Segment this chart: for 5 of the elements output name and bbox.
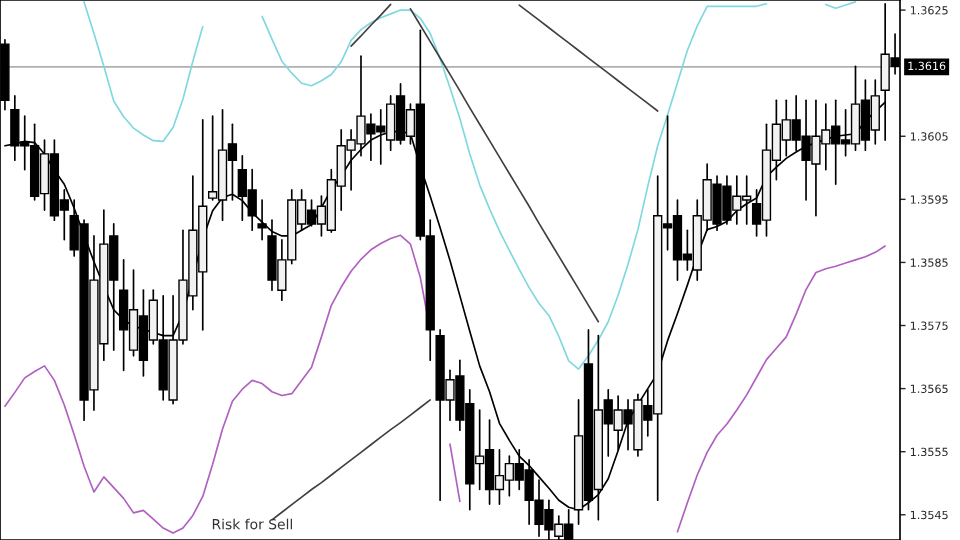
line-series bbox=[409, 7, 600, 323]
line-series bbox=[271, 399, 432, 521]
candlestick bbox=[257, 199, 267, 241]
line-series bbox=[350, 3, 392, 47]
line-series bbox=[518, 4, 659, 112]
